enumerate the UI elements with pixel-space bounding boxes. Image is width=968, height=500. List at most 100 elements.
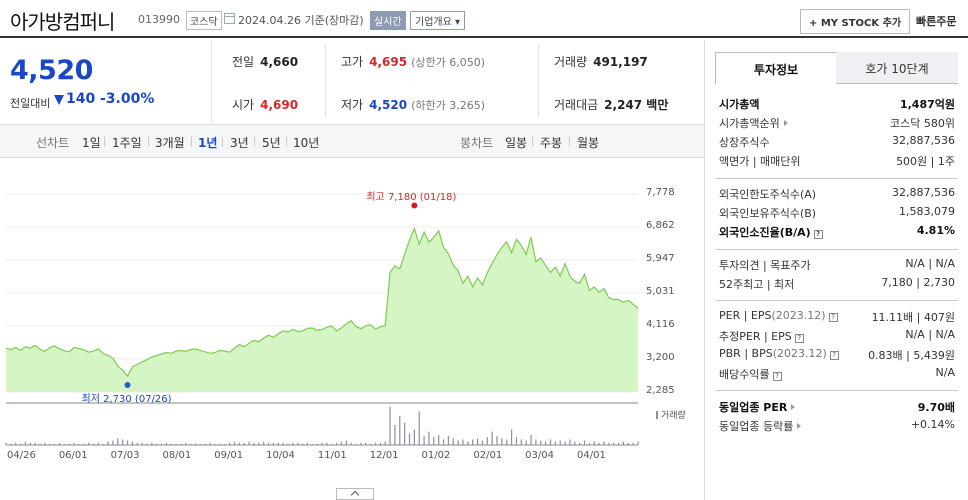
volume-bar bbox=[224, 443, 226, 445]
volume-bar bbox=[68, 443, 70, 445]
volume-bar bbox=[438, 434, 440, 445]
stock-code: 013990 bbox=[138, 13, 180, 26]
tab-monthly-candle[interactable]: 월봉 bbox=[577, 136, 600, 150]
calendar-icon bbox=[224, 13, 235, 24]
volume-bar bbox=[214, 443, 216, 445]
volume-bar bbox=[593, 441, 595, 445]
current-price: 4,520 bbox=[10, 55, 93, 86]
price-summary: 4,520 전일대비 140 -3.00% bbox=[0, 40, 212, 122]
market-cap-row: 시가총액 1,487억원 bbox=[719, 98, 955, 111]
company-overview-dropdown[interactable]: 기업개요 ▾ bbox=[410, 11, 465, 30]
market-badge: 코스닥 bbox=[186, 11, 222, 30]
volume-bar bbox=[583, 440, 586, 445]
volume-bar bbox=[306, 442, 309, 445]
volume-bar bbox=[365, 442, 367, 445]
quick-order-link[interactable]: 빠른주문 bbox=[916, 15, 957, 28]
volume-bar bbox=[117, 438, 119, 445]
tab-10year[interactable]: 10년 bbox=[293, 136, 320, 150]
volume-bar bbox=[243, 442, 245, 445]
help-icon: ? bbox=[829, 351, 839, 360]
volume-bar bbox=[83, 443, 85, 445]
volume-bar bbox=[603, 441, 605, 445]
collapse-chart-button[interactable] bbox=[336, 488, 374, 500]
volume-bar bbox=[126, 440, 129, 445]
volume-bar bbox=[131, 441, 133, 445]
x-tick-label: 09/01 bbox=[214, 450, 244, 461]
tab-1year[interactable]: 1년 bbox=[198, 136, 218, 150]
volume-bar bbox=[204, 443, 206, 445]
volume-bar bbox=[10, 443, 12, 445]
add-mystock-button[interactable]: + MY STOCK 추가 bbox=[800, 9, 911, 34]
volume-bar bbox=[88, 442, 90, 445]
tab-1week[interactable]: 1주일 bbox=[112, 136, 142, 150]
volume-bar bbox=[569, 439, 571, 445]
opinion-row: 투자의견 | 목표주가 N/A | N/A bbox=[719, 257, 955, 272]
tab-daily-candle[interactable]: 일봉 bbox=[505, 136, 528, 150]
volume-bar bbox=[462, 439, 464, 445]
volume-bar bbox=[370, 443, 372, 445]
market-cap-rank-row[interactable]: 시가총액순위 코스닥 580위 bbox=[719, 117, 955, 130]
change-value: 140 bbox=[66, 91, 96, 107]
volume-bar bbox=[277, 442, 279, 445]
x-tick-label: 06/01 bbox=[58, 450, 88, 461]
high-annotation: 최고 7,180 (01/18) bbox=[366, 191, 457, 203]
high-price: 고가 4,695 (상한가 6,050) bbox=[341, 55, 485, 69]
volume-bar bbox=[141, 442, 143, 445]
volume-bar bbox=[535, 439, 537, 445]
volume-bar bbox=[253, 442, 255, 445]
volume-bar bbox=[379, 442, 381, 445]
volume-bar bbox=[272, 442, 274, 445]
volume-bar bbox=[263, 441, 265, 445]
tab-3month[interactable]: 3개월 bbox=[155, 136, 185, 150]
tab-investment-info[interactable]: 투자정보 bbox=[715, 52, 837, 84]
volume-bar bbox=[579, 442, 581, 445]
tab-3year[interactable]: 3년 bbox=[230, 136, 249, 150]
volume-bar bbox=[151, 442, 153, 445]
volume-bar bbox=[73, 442, 75, 445]
volume-bar bbox=[229, 442, 231, 445]
tab-5year[interactable]: 5년 bbox=[262, 136, 281, 150]
volume-bar bbox=[146, 443, 148, 445]
volume-bar bbox=[506, 439, 508, 445]
y-tick-label: 5,947 bbox=[646, 253, 675, 264]
volume-bar bbox=[340, 441, 343, 445]
sector-per-row[interactable]: 동일업종 PER 9.70배 bbox=[719, 401, 955, 414]
volume-bar bbox=[160, 443, 163, 445]
volume-bar bbox=[525, 440, 527, 445]
volume-bar bbox=[195, 443, 197, 445]
realtime-button[interactable]: 실시간 bbox=[370, 11, 406, 30]
investment-info-panel: 투자정보 호가 10단계 시가총액 1,487억원 시가총액순위 코스닥 580위 … bbox=[704, 40, 968, 500]
x-tick-label: 08/01 bbox=[162, 450, 192, 461]
volume-bar bbox=[39, 443, 41, 445]
volume: 거래량 491,197 bbox=[554, 55, 648, 69]
volume-bar bbox=[374, 442, 377, 445]
volume-bar bbox=[399, 415, 401, 445]
volume-bar bbox=[384, 441, 386, 445]
volume-bar bbox=[102, 443, 104, 445]
expand-arrow-icon bbox=[791, 404, 796, 410]
sector-rate-row[interactable]: 동일업종 등락률 +0.14% bbox=[719, 418, 955, 433]
volume-bar bbox=[19, 443, 22, 445]
volume-bar bbox=[180, 443, 182, 445]
par-value-row: 액면가 | 매매단위 500원 | 1주 bbox=[719, 155, 955, 168]
foreign-limit-row: 외국인한도주식수(A) 32,887,536 bbox=[719, 186, 955, 201]
volume-bar bbox=[613, 442, 615, 445]
y-tick-label: 6,862 bbox=[646, 220, 675, 231]
volume-bar bbox=[335, 442, 338, 445]
volume-bar bbox=[515, 437, 518, 445]
foreign-hold-row: 외국인보유주식수(B) 1,583,079 bbox=[719, 205, 955, 220]
volume-bar bbox=[540, 440, 542, 445]
change-label: 전일대비 bbox=[10, 97, 51, 110]
volume-bar bbox=[360, 442, 362, 445]
expand-arrow-icon bbox=[783, 120, 788, 126]
foreign-ratio-row: 외국인소진율(B/A)? 4.81% bbox=[719, 224, 955, 239]
tab-1day[interactable]: 1일 bbox=[82, 136, 101, 150]
tab-weekly-candle[interactable]: 주봉 bbox=[540, 136, 563, 150]
expand-arrow-icon bbox=[797, 423, 802, 429]
volume-bar bbox=[219, 443, 221, 445]
high-marker bbox=[411, 202, 418, 209]
volume-bar bbox=[520, 439, 522, 445]
tab-order-book[interactable]: 호가 10단계 bbox=[836, 52, 958, 84]
estimated-per-row: 추정PER | EPS? N/A | N/A bbox=[719, 328, 955, 343]
